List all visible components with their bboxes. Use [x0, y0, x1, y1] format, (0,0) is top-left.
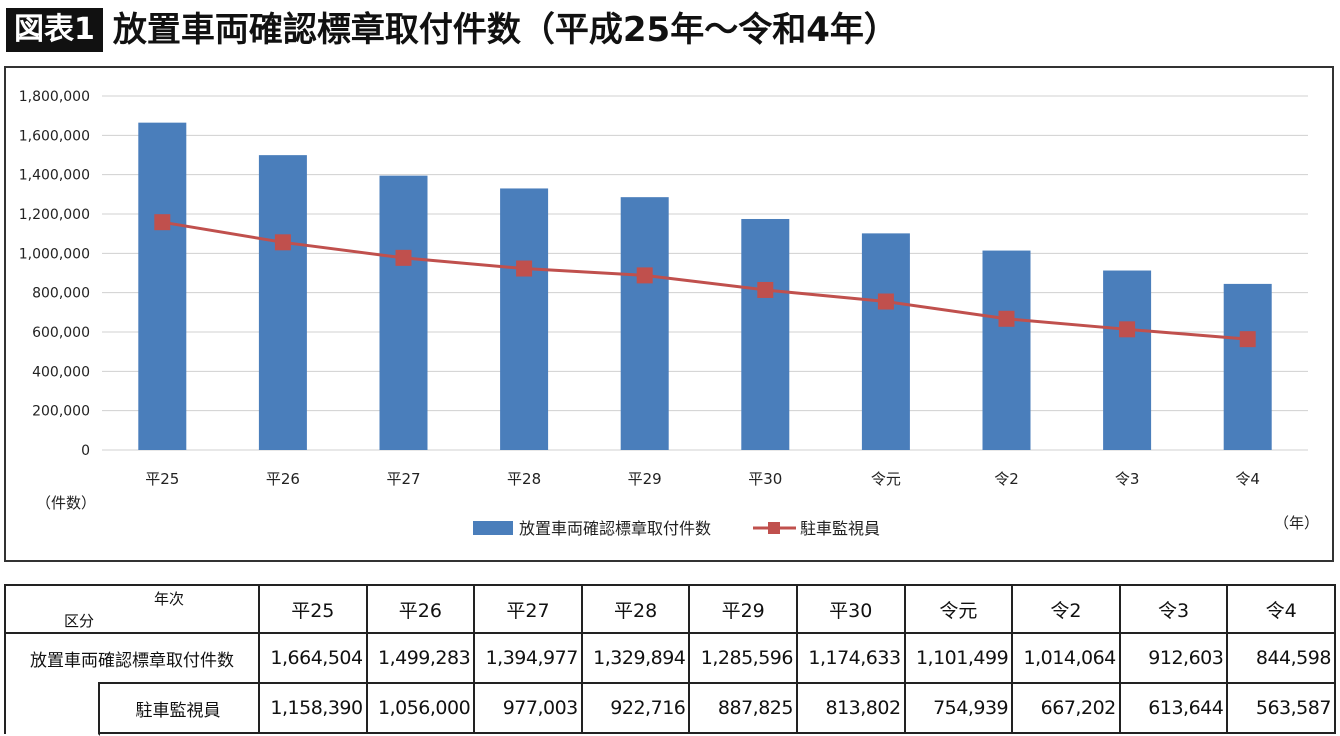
table-cell: 1,499,283: [365, 632, 476, 684]
column-header: 平25: [258, 584, 368, 634]
bar-series: [138, 122, 1272, 451]
line-marker: [877, 293, 894, 310]
corner-label-year: 年次: [154, 590, 185, 608]
table-cell: 754,939: [903, 682, 1014, 734]
line-marker: [636, 267, 653, 284]
chart-panel: 0 200,000 400,000 600,000 800,000 1,000,000 1,…: [4, 66, 1334, 562]
bar: [620, 197, 669, 450]
y-tick-label: 1,800,000: [19, 89, 90, 105]
bar: [138, 122, 187, 450]
table-cell: 667,202: [1011, 682, 1121, 734]
table-cell: 1,101,499: [903, 632, 1014, 684]
legend-label-line: 駐車監視員: [800, 519, 880, 538]
legend: 放置車両確認標章取付件数 駐車監視員: [473, 519, 880, 538]
y-axis-ticks: 0 200,000 400,000 600,000 800,000 1,000,000 1,…: [19, 89, 90, 459]
column-header: 令4: [1226, 584, 1336, 634]
x-category-label: 令元: [871, 470, 901, 488]
column-header: 平28: [580, 584, 691, 634]
x-category-label: 平27: [386, 470, 420, 488]
x-axis-label: （年）: [1274, 514, 1319, 532]
bar: [500, 188, 549, 451]
column-header: 令3: [1118, 584, 1229, 634]
column-header: 令2: [1011, 584, 1121, 634]
figure-title: 放置車両確認標章取付件数（平成25年〜令和4年）: [112, 10, 898, 50]
bar: [1223, 283, 1272, 450]
x-category-label: 令2: [994, 470, 1019, 488]
row-label: 放置車両確認標章取付件数: [4, 632, 260, 684]
series-line: [162, 220, 1248, 341]
table-cell: 1,174,633: [795, 632, 906, 684]
table-header-row: 年次 区分 平25 平26 平27 平28 平29 平30 令元 令2 令3 令…: [4, 584, 1336, 634]
table-cell: 844,598: [1226, 632, 1336, 684]
x-category-label: 平29: [628, 470, 662, 488]
line-marker: [154, 214, 171, 231]
corner-label-category: 区分: [64, 612, 95, 630]
bar: [258, 155, 307, 451]
y-axis-label: （件数）: [36, 494, 96, 512]
bar: [1103, 270, 1152, 450]
table-cell: 1,664,504: [258, 632, 368, 684]
table-cell: 1,394,977: [473, 632, 583, 684]
line-marker: [1119, 321, 1136, 338]
line-marker: [274, 234, 291, 251]
table-cell: 563,587: [1226, 682, 1336, 734]
row-label: 駐車監視員: [4, 682, 260, 736]
bar: [861, 233, 910, 450]
table-cell: 1,285,596: [688, 632, 798, 684]
table-row: 駐車監視員 1,158,390 1,056,000 977,003 922,71…: [4, 682, 1336, 736]
line-marker: [395, 249, 412, 266]
table-cell: 912,603: [1118, 632, 1229, 684]
table-cell: 813,802: [795, 682, 906, 734]
y-tick-label: 800,000: [32, 286, 90, 302]
table-corner-cell: 年次 区分: [4, 584, 260, 634]
x-category-label: 令3: [1115, 470, 1140, 488]
legend-swatch-marker: [768, 522, 780, 534]
table-cell: 1,158,390: [258, 682, 368, 734]
line-marker: [1239, 331, 1256, 348]
x-category-label: 平28: [507, 470, 541, 488]
bar: [741, 218, 790, 450]
table-cell: 922,716: [580, 682, 691, 734]
table-cell: 977,003: [473, 682, 583, 734]
table-cell: 1,329,894: [580, 632, 691, 684]
row-label-text: 駐車監視員: [135, 700, 221, 721]
data-table: 年次 区分 平25 平26 平27 平28 平29 平30 令元 令2 令3 令…: [4, 584, 1336, 736]
y-tick-label: 1,400,000: [19, 168, 90, 184]
bar: [379, 175, 428, 450]
bar: [982, 250, 1031, 450]
legend-swatch-bar: [473, 521, 513, 535]
table-cell: 613,644: [1118, 682, 1229, 734]
x-category-label: 平26: [266, 470, 300, 488]
line-marker: [757, 281, 774, 298]
y-tick-label: 1,000,000: [19, 246, 90, 262]
x-axis-categories: 平25 平26 平27 平28 平29 平30 令元 令2 令3 令4: [145, 470, 1260, 488]
figure-header: 図表1 放置車両確認標章取付件数（平成25年〜令和4年）: [6, 4, 898, 56]
column-header: 平30: [795, 584, 906, 634]
line-marker: [516, 260, 533, 277]
y-tick-label: 1,200,000: [19, 207, 90, 223]
line-marker: [998, 310, 1015, 327]
column-header: 平26: [365, 584, 476, 634]
y-tick-label: 200,000: [32, 404, 90, 420]
y-tick-label: 400,000: [32, 364, 90, 380]
x-category-label: 令4: [1235, 470, 1260, 488]
y-tick-label: 0: [81, 443, 90, 459]
chart: 0 200,000 400,000 600,000 800,000 1,000,000 1,…: [19, 89, 1319, 538]
figure-label: 図表1: [6, 8, 103, 52]
table-row: 放置車両確認標章取付件数 1,664,504 1,499,283 1,394,9…: [4, 632, 1336, 684]
legend-label-bar: 放置車両確認標章取付件数: [519, 519, 711, 538]
column-header: 令元: [903, 584, 1014, 634]
table-cell: 1,056,000: [365, 682, 476, 734]
column-header: 平29: [688, 584, 798, 634]
y-tick-label: 600,000: [32, 325, 90, 341]
x-category-label: 平30: [748, 470, 782, 488]
table-cell: 1,014,064: [1011, 632, 1121, 684]
column-header: 平27: [473, 584, 583, 634]
x-category-label: 平25: [145, 470, 179, 488]
line-series: [154, 214, 1256, 348]
y-tick-label: 1,600,000: [19, 128, 90, 144]
table-cell: 887,825: [688, 682, 798, 734]
